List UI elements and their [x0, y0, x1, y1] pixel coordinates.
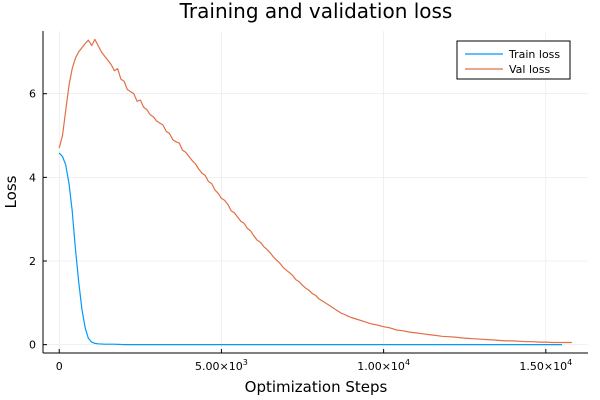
x-tick-label: 1.00×104 — [357, 358, 410, 373]
chart-title: Training and validation loss — [179, 0, 453, 23]
axes — [42, 31, 588, 354]
legend-label-train-loss: Train loss — [508, 48, 560, 61]
series-line-val-loss — [58, 38, 572, 344]
x-tick-label: 5.00×103 — [195, 358, 248, 373]
x-axis-label: Optimization Steps — [245, 378, 388, 396]
series-line-train-loss — [58, 152, 562, 346]
legend-label-val-loss: Val loss — [509, 63, 550, 76]
x-tick-label-mantissa: 1.50×10 — [519, 360, 567, 373]
y-tick-label: 0 — [29, 339, 36, 352]
series-group — [58, 38, 572, 346]
y-ticks: 0 2 4 6 — [29, 88, 47, 352]
x-ticks: 0 5.00×103 1.00×104 1.50×104 — [56, 349, 572, 373]
y-axis-label: Loss — [2, 175, 20, 208]
x-tick-label-mantissa: 5.00×10 — [195, 360, 243, 373]
x-tick-label-exponent: 4 — [405, 358, 410, 367]
x-tick-label: 0 — [56, 360, 63, 373]
legend: Train loss Val loss — [456, 40, 571, 80]
legend-box — [456, 40, 571, 80]
y-tick-label: 2 — [29, 255, 36, 268]
x-tick-label-exponent: 4 — [567, 358, 572, 367]
x-tick-label-mantissa: 1.00×10 — [357, 360, 405, 373]
y-tick-label: 4 — [29, 171, 36, 184]
x-tick-label: 1.50×104 — [519, 358, 572, 373]
x-tick-label-exponent: 3 — [243, 358, 248, 367]
y-tick-label: 6 — [29, 88, 36, 101]
